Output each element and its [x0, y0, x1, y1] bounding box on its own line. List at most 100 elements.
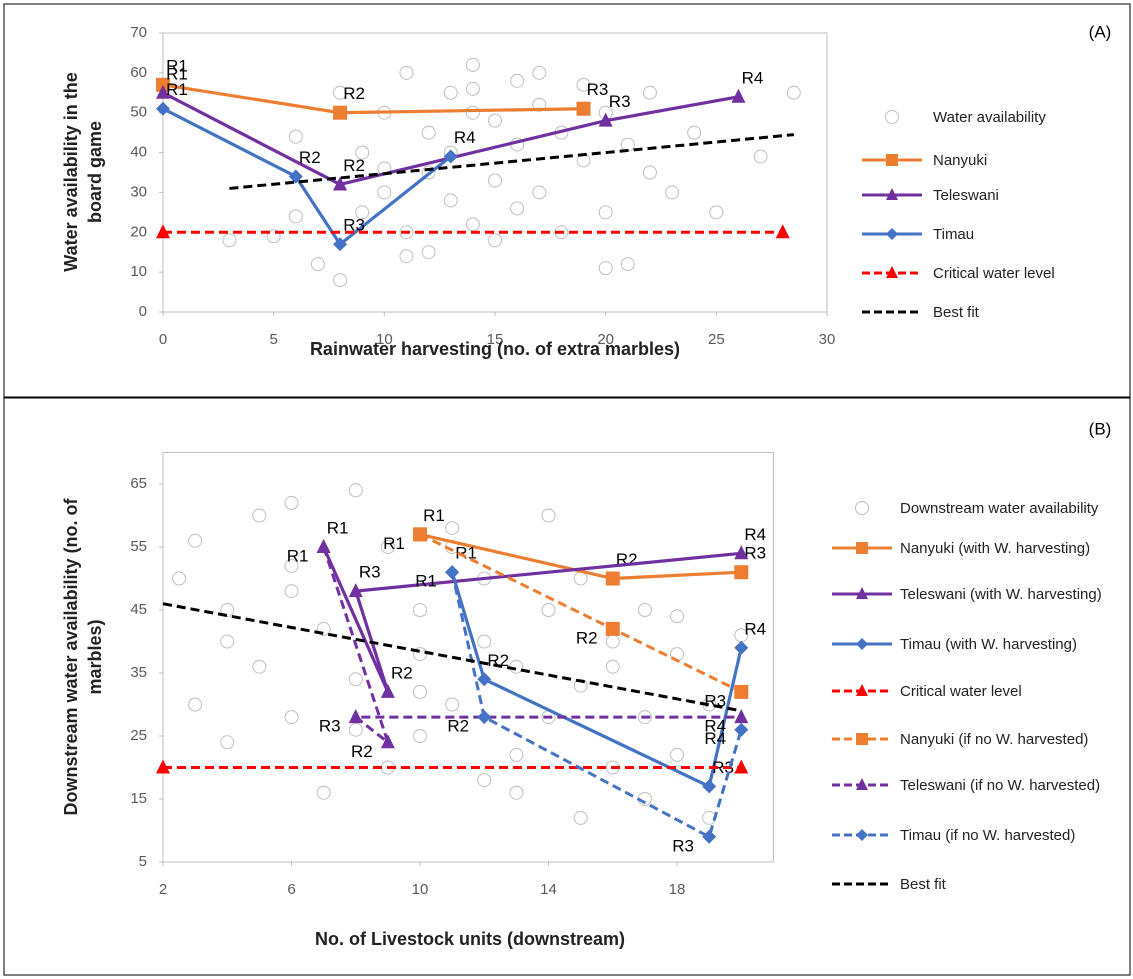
- scatter-point: [541, 508, 556, 523]
- scatter-point: [413, 729, 428, 743]
- scatter-point: [510, 73, 525, 88]
- scatter-point: [573, 678, 588, 693]
- panel-frame: [3, 397, 1131, 976]
- panel-label: (B): [1089, 419, 1112, 438]
- scatter-point: [605, 659, 620, 674]
- scatter-point: [377, 185, 392, 200]
- series-line: [229, 133, 794, 190]
- legend-label: Timau (with W. harvesting): [900, 636, 1077, 653]
- point-label: R3: [744, 544, 766, 563]
- scatter-point: [380, 540, 395, 554]
- point-label: R4: [704, 729, 726, 748]
- point-label: R1: [166, 80, 188, 99]
- scatter-point: [532, 65, 547, 80]
- scatter-point: [477, 773, 492, 788]
- series-marker: [316, 539, 331, 553]
- series-line: [322, 546, 742, 747]
- scatter-point: [637, 710, 652, 725]
- point-label: R3: [587, 80, 609, 99]
- series-line: [450, 571, 743, 789]
- y-tick-label: 40: [130, 144, 147, 161]
- scatter-point: [541, 603, 556, 617]
- scatter-point: [637, 603, 652, 617]
- scatter-point: [413, 684, 428, 699]
- series-marker: [348, 583, 363, 598]
- scatter-point: [620, 257, 635, 272]
- scatter-point: [284, 584, 299, 599]
- x-tick-label: 15: [487, 331, 504, 348]
- scatter-point: [477, 634, 492, 649]
- plot-frame: [162, 452, 774, 863]
- scatter-point: [465, 217, 480, 232]
- series-marker: [156, 759, 170, 774]
- scatter-point: [188, 533, 203, 548]
- series-marker: [156, 84, 170, 99]
- series-marker: [702, 779, 717, 794]
- legend-label: Critical water level: [900, 683, 1022, 700]
- point-label: R3: [704, 691, 726, 710]
- scatter-point: [220, 735, 235, 750]
- series-line: [162, 107, 452, 247]
- legend-label: Best fit: [933, 304, 979, 321]
- scatter-point: [670, 747, 685, 762]
- legend-label: Nanyuki (if no W. harvested): [900, 731, 1089, 748]
- y-tick-label: 65: [130, 475, 147, 492]
- scatter-point: [445, 521, 460, 536]
- x-tick-label: 10: [412, 881, 429, 898]
- scatter-point: [576, 77, 591, 92]
- point-label: R1: [383, 534, 405, 553]
- series-line: [322, 546, 742, 693]
- scatter-point: [222, 233, 237, 248]
- series-line: [162, 602, 742, 713]
- legend-label: Teleswani (if no W. harvested): [900, 777, 1101, 794]
- x-tick-label: 25: [708, 331, 725, 348]
- series-marker: [734, 709, 749, 724]
- scatter-point: [333, 273, 348, 288]
- scatter-point: [333, 85, 348, 100]
- scatter-point: [413, 647, 428, 662]
- scatter-point: [172, 571, 187, 586]
- point-label: R4: [454, 128, 476, 147]
- scatter-point: [598, 205, 613, 220]
- scatter-point: [573, 571, 588, 586]
- scatter-point: [252, 659, 267, 674]
- scatter-point: [284, 710, 299, 725]
- scatter-point: [252, 508, 267, 523]
- point-label: R4: [744, 525, 766, 544]
- point-label: R4: [742, 68, 764, 87]
- scatter-point: [465, 57, 480, 72]
- y-tick-label: 30: [130, 183, 147, 200]
- legend-label: Teleswani: [933, 187, 999, 204]
- y-tick-label: 0: [139, 303, 147, 320]
- x-tick-label: 18: [669, 881, 686, 898]
- x-tick-label: 2: [159, 881, 167, 898]
- scatter-point: [488, 173, 502, 188]
- scatter-point: [554, 225, 569, 240]
- scatter-point: [445, 697, 460, 712]
- scatter-point: [665, 185, 680, 200]
- point-label: R4: [744, 619, 766, 638]
- scatter-point: [605, 634, 620, 649]
- point-label: R1: [455, 544, 477, 563]
- series-marker: [605, 571, 620, 586]
- scatter-point: [709, 205, 724, 220]
- point-label: R2: [351, 742, 373, 761]
- y-tick-label: 50: [130, 104, 147, 121]
- point-label: R3: [609, 92, 631, 111]
- series-marker: [443, 149, 458, 164]
- point-label: R2: [487, 651, 509, 670]
- point-label: R1: [423, 506, 445, 525]
- series-marker: [576, 101, 591, 116]
- y-tick-label: 55: [130, 538, 147, 555]
- scatter-point: [532, 97, 547, 112]
- legend-marker: [885, 110, 899, 124]
- legend-marker: [886, 154, 898, 166]
- point-label: R1: [287, 546, 309, 565]
- scatter-point: [355, 205, 370, 220]
- series-marker: [445, 565, 460, 580]
- point-label: R4: [704, 717, 726, 736]
- series-marker: [333, 176, 348, 191]
- series-marker: [734, 759, 749, 774]
- series-marker: [380, 734, 395, 749]
- scatter-point: [465, 105, 480, 120]
